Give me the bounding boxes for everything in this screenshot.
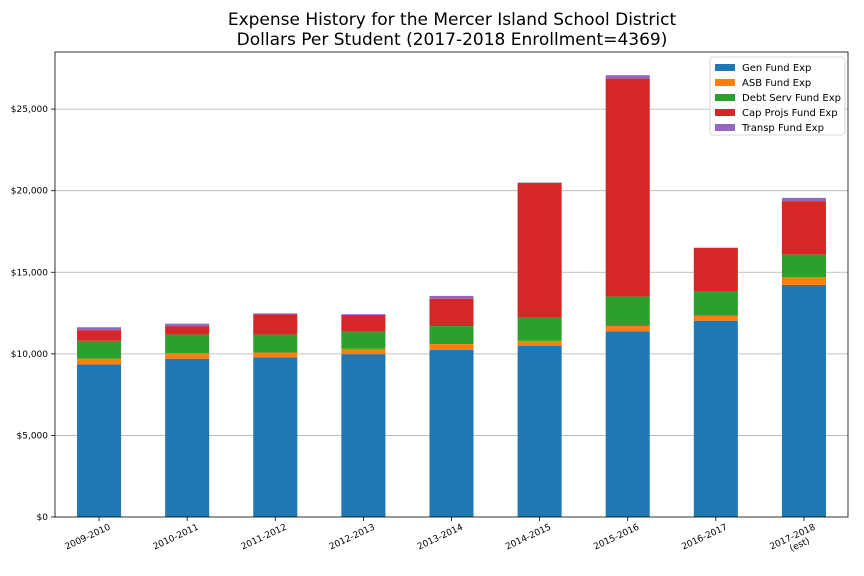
title-line-2: Dollars Per Student (2017-2018 Enrollmen… <box>237 30 668 50</box>
legend-label: Debt Serv Fund Exp <box>742 93 841 104</box>
y-tick-label: $10,000 <box>11 350 48 360</box>
bar-asb-fund-exp-4 <box>429 344 474 350</box>
legend-label: ASB Fund Exp <box>742 78 811 89</box>
bar-asb-fund-exp-5 <box>517 340 562 347</box>
bar-transp-fund-exp-4 <box>429 295 474 299</box>
x-tick-label-line: 2010-2011 <box>152 523 201 553</box>
x-tick-label-line: 2012-2013 <box>328 523 377 553</box>
bar-debt-serv-fund-exp-7 <box>693 291 738 316</box>
x-tick-label-line: 2011-2012 <box>240 523 289 553</box>
bar-gen-fund-exp-5 <box>517 346 562 517</box>
bar-gen-fund-exp-4 <box>429 349 474 517</box>
title-line-1: Expense History for the Mercer Island Sc… <box>228 10 677 30</box>
x-tick-label-line: 2013-2014 <box>416 523 465 553</box>
x-tick-label: 2017-2018(est) <box>769 523 818 555</box>
bar-transp-fund-exp-1 <box>165 323 210 327</box>
legend-swatch <box>715 124 735 131</box>
x-tick-label: 2011-2012 <box>240 523 289 553</box>
x-tick-label: 2014-2015 <box>504 523 553 553</box>
bar-cap-projs-fund-exp-4 <box>429 298 474 327</box>
bar-asb-fund-exp-3 <box>341 348 386 355</box>
legend-label: Gen Fund Exp <box>742 63 811 74</box>
bar-transp-fund-exp-0 <box>77 327 122 331</box>
legend-swatch <box>715 64 735 71</box>
legend: Gen Fund Exp ASB Fund Exp Debt Serv Fund E… <box>709 56 846 136</box>
bar-cap-projs-fund-exp-6 <box>605 78 650 297</box>
y-tick-label: $0 <box>37 513 49 523</box>
bar-debt-serv-fund-exp-1 <box>165 334 210 354</box>
bar-gen-fund-exp-8 <box>781 284 826 517</box>
bar-gen-fund-exp-2 <box>253 357 298 517</box>
x-tick-label: 2013-2014 <box>416 523 465 553</box>
x-axis: 2009-2010 2010-2011 2011-2012 2012-2013 2013… <box>64 517 818 555</box>
y-tick-label: $25,000 <box>11 105 48 115</box>
y-axis: $0 $5,000 $10,000 $15,000 $20,000 $25,000 <box>11 105 55 523</box>
x-tick-label-line: 2014-2015 <box>504 523 553 553</box>
bar-gen-fund-exp-0 <box>77 364 122 517</box>
x-tick-label: 2015-2016 <box>592 523 641 553</box>
bar-gen-fund-exp-6 <box>605 331 650 517</box>
x-tick-label: 2010-2011 <box>152 523 201 553</box>
bar-gen-fund-exp-3 <box>341 354 386 517</box>
bar-cap-projs-fund-exp-5 <box>517 183 562 318</box>
bar-asb-fund-exp-7 <box>693 315 738 321</box>
legend-swatch <box>715 109 735 116</box>
bar-debt-serv-fund-exp-3 <box>341 331 386 349</box>
x-tick-label-line: 2009-2010 <box>64 523 113 553</box>
legend-label: Transp Fund Exp <box>741 123 824 134</box>
bar-asb-fund-exp-8 <box>781 276 826 285</box>
bar-cap-projs-fund-exp-8 <box>781 201 826 255</box>
bar-asb-fund-exp-1 <box>165 353 210 359</box>
bar-cap-projs-fund-exp-7 <box>693 247 738 292</box>
x-tick-label-line: 2016-2017 <box>680 523 729 553</box>
x-tick-label: 2009-2010 <box>64 523 113 553</box>
bar-gen-fund-exp-1 <box>165 358 210 517</box>
bar-debt-serv-fund-exp-6 <box>605 296 650 326</box>
bar-debt-serv-fund-exp-4 <box>429 326 474 345</box>
legend-label: Cap Projs Fund Exp <box>742 108 838 119</box>
bar-cap-projs-fund-exp-2 <box>253 314 298 335</box>
bar-debt-serv-fund-exp-2 <box>253 334 298 353</box>
bar-cap-projs-fund-exp-3 <box>341 315 386 332</box>
bar-asb-fund-exp-0 <box>77 358 122 365</box>
x-tick-label: 2016-2017 <box>680 523 729 553</box>
legend-box <box>709 56 846 136</box>
bar-asb-fund-exp-2 <box>253 352 298 358</box>
chart-title: Expense History for the Mercer Island Sc… <box>228 10 677 50</box>
x-tick-label-line: 2015-2016 <box>592 523 641 553</box>
bar-gen-fund-exp-7 <box>693 320 738 517</box>
bar-cap-projs-fund-exp-0 <box>77 330 122 341</box>
bar-transp-fund-exp-6 <box>605 75 650 79</box>
y-tick-label: $15,000 <box>11 268 48 278</box>
bar-transp-fund-exp-2 <box>253 313 298 315</box>
bar-transp-fund-exp-3 <box>341 314 386 316</box>
bar-asb-fund-exp-6 <box>605 325 650 332</box>
bar-debt-serv-fund-exp-0 <box>77 340 122 359</box>
bar-debt-serv-fund-exp-8 <box>781 254 826 277</box>
bar-transp-fund-exp-8 <box>781 197 826 202</box>
bar-debt-serv-fund-exp-5 <box>517 317 562 341</box>
y-tick-label: $5,000 <box>17 431 49 441</box>
y-tick-label: $20,000 <box>11 187 48 197</box>
legend-swatch <box>715 94 735 101</box>
bars <box>77 75 826 517</box>
x-tick-label: 2012-2013 <box>328 523 377 553</box>
bar-cap-projs-fund-exp-1 <box>165 326 210 335</box>
legend-swatch <box>715 79 735 86</box>
